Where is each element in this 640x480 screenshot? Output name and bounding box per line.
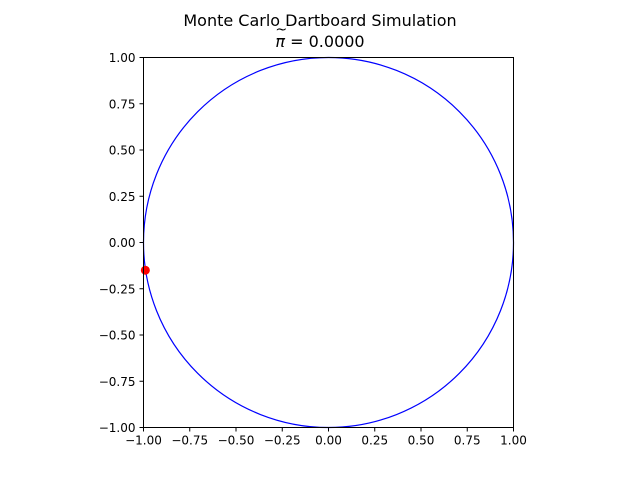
x-tick-label: −0.75 [171, 434, 208, 448]
y-tick-label: −0.75 [99, 375, 136, 389]
x-tick-label: −0.25 [264, 434, 301, 448]
x-tick-label: 0.25 [361, 434, 388, 448]
y-tick-label: 0.75 [109, 97, 136, 111]
dart-point [140, 265, 150, 275]
x-tick-label: 0.50 [408, 434, 435, 448]
unit-circle [142, 56, 515, 429]
y-tick-label: 0.50 [109, 144, 136, 158]
pi-estimate-value: = 0.0000 [290, 32, 365, 51]
x-tick-label: 0.00 [315, 434, 342, 448]
ticks-layer: −1.00 −0.75 −0.50 −0.25 0.00 0.25 0.50 0.75 1.00… [99, 51, 527, 448]
data-layer [140, 56, 515, 429]
y-tick-label: 0.25 [109, 190, 136, 204]
x-tick-label: −1.00 [125, 434, 162, 448]
pi-estimate-symbol: π [275, 21, 285, 51]
axes-frame [143, 57, 514, 428]
y-tick-label: −0.25 [99, 282, 136, 296]
y-tick-label: −0.50 [99, 329, 136, 343]
x-tick-label: −0.50 [218, 434, 255, 448]
x-tick-label: 1.00 [500, 434, 527, 448]
y-tick-label: 0.00 [109, 236, 136, 250]
chart-title: Monte Carlo Dartboard Simulation [183, 11, 457, 30]
chart-subtitle: π = 0.0000 [0, 21, 640, 51]
y-tick-label: −1.00 [99, 421, 136, 435]
y-tick-label: 1.00 [109, 51, 136, 65]
x-tick-label: 0.75 [454, 434, 481, 448]
